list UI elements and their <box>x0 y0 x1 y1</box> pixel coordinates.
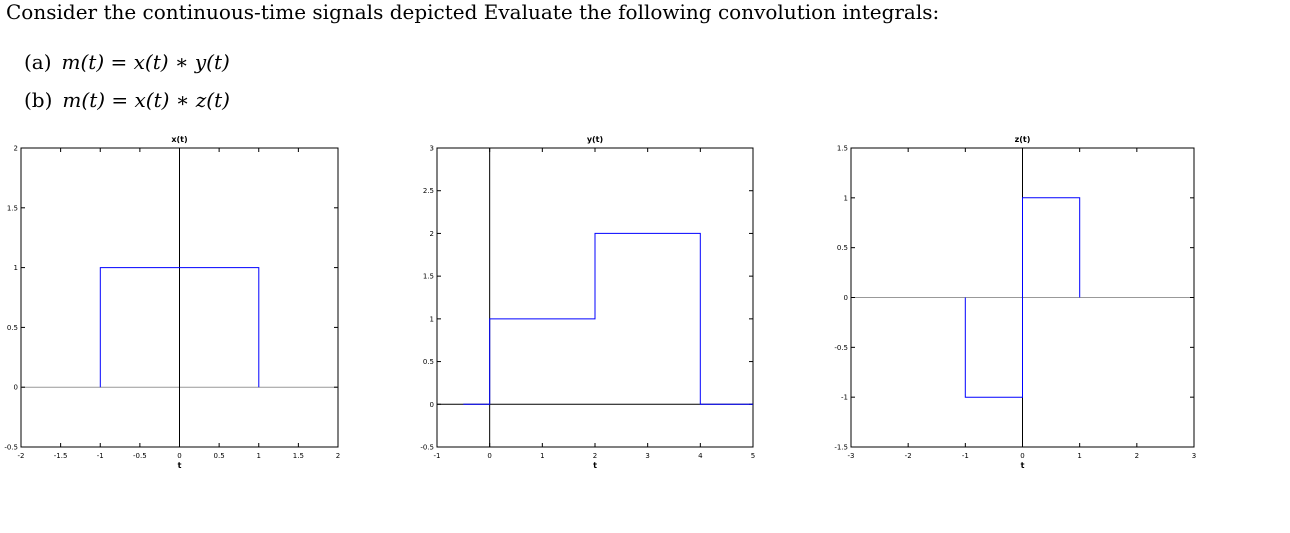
y-tick-label: 1.5 <box>837 145 848 153</box>
x-tick-label: 3 <box>645 452 649 460</box>
y-tick-label: 0 <box>844 294 848 302</box>
x-tick-label: 0 <box>1020 452 1024 460</box>
x-tick-label: -1.5 <box>54 452 68 460</box>
y-tick-label: 3 <box>430 145 434 153</box>
y-tick-label: 1 <box>430 315 434 323</box>
x-tick-label: 0 <box>177 452 181 460</box>
x-tick-label: -1 <box>962 452 969 460</box>
part-b-label: (b) <box>24 88 53 112</box>
x-tick-label: -3 <box>848 452 855 460</box>
y-tick-label: 2.5 <box>423 187 434 195</box>
x-tick-label: -0.5 <box>133 452 147 460</box>
x-tick-label: -1 <box>434 452 441 460</box>
x-tick-label: 5 <box>751 452 755 460</box>
y-tick-label: 2 <box>14 145 18 153</box>
y-tick-label: 2 <box>430 230 434 238</box>
y-tick-label: 0 <box>14 384 18 392</box>
signal-line <box>99 267 260 388</box>
signal-line <box>964 197 1081 398</box>
y-tick-label: 1 <box>844 194 848 202</box>
chart-title: y(t) <box>587 135 603 144</box>
x-tick-label: -2 <box>905 452 912 460</box>
x-tick-label: 0 <box>487 452 491 460</box>
x-axis-label: t <box>178 461 182 470</box>
x-tick-label: 2 <box>593 452 597 460</box>
part-a-equation: m(t) = x(t) ∗ y(t) <box>61 50 230 74</box>
y-tick-label: 0.5 <box>7 324 18 332</box>
y-tick-label: 1.5 <box>7 204 18 212</box>
y-tick-label: 1.5 <box>423 273 434 281</box>
x-tick-label: 4 <box>698 452 703 460</box>
y-tick-label: -0.5 <box>420 444 434 452</box>
problem-statement: Consider the continuous-time signals dep… <box>6 0 940 24</box>
part-b: (b) m(t) = x(t) ∗ z(t) <box>24 88 230 112</box>
x-tick-label: 2 <box>336 452 340 460</box>
part-b-equation: m(t) = x(t) ∗ z(t) <box>62 88 230 112</box>
y-tick-label: -0.5 <box>4 444 18 452</box>
x-tick-label: 1 <box>1077 452 1081 460</box>
x-tick-label: -2 <box>18 452 25 460</box>
x-tick-label: 3 <box>1192 452 1196 460</box>
signal-line <box>463 232 753 405</box>
x-tick-label: 1.5 <box>293 452 304 460</box>
x-tick-label: 0.5 <box>214 452 225 460</box>
x-tick-label: -1 <box>97 452 104 460</box>
chart-title: x(t) <box>171 135 187 144</box>
y-tick-label: 0.5 <box>837 244 848 252</box>
x-tick-label: 1 <box>257 452 261 460</box>
y-tick-label: -1 <box>841 394 848 402</box>
y-tick-label: 1 <box>14 264 18 272</box>
y-tick-label: 0 <box>430 401 434 409</box>
part-a-label: (a) <box>24 50 52 74</box>
y-tick-label: -0.5 <box>834 344 848 352</box>
part-a: (a) m(t) = x(t) ∗ y(t) <box>24 50 230 74</box>
y-tick-label: -1.5 <box>834 444 848 452</box>
x-axis-label: t <box>593 461 597 470</box>
x-tick-label: 1 <box>540 452 544 460</box>
y-tick-label: 0.5 <box>423 358 434 366</box>
x-axis-label: t <box>1021 461 1025 470</box>
x-tick-label: 2 <box>1135 452 1139 460</box>
chart-title: z(t) <box>1015 135 1031 144</box>
